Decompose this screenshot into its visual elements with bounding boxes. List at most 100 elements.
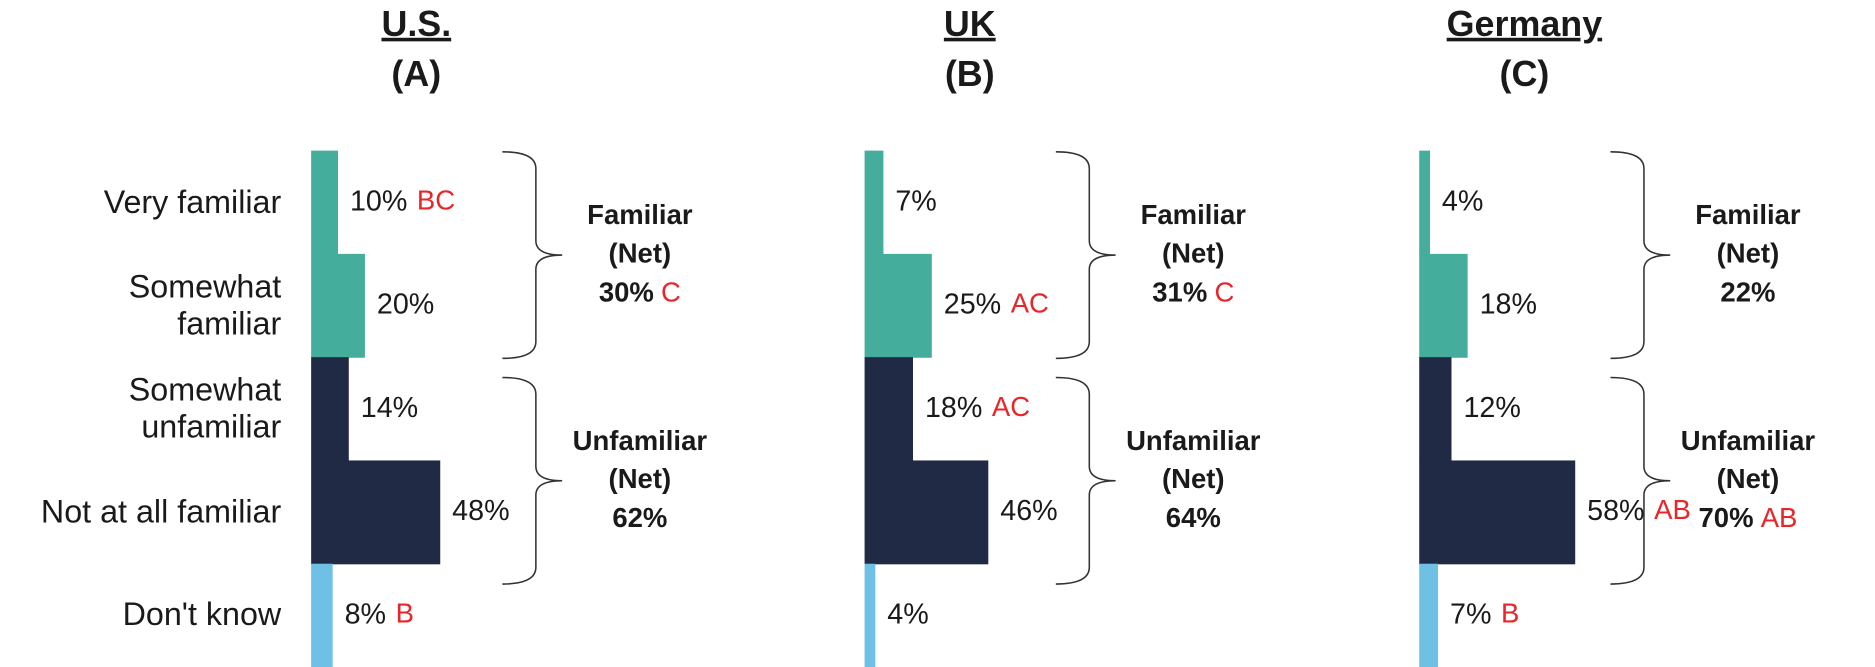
net-label: (Net): [1162, 463, 1225, 494]
panel-subtitle: (C): [1500, 54, 1550, 94]
value-text: 58%: [1587, 495, 1644, 527]
bar: [864, 460, 989, 565]
bar: [311, 253, 365, 358]
bar: [311, 357, 349, 462]
value-label: 14%: [361, 391, 418, 423]
value-label: 4%: [1442, 185, 1483, 217]
net-value: 64%: [1166, 502, 1221, 533]
category-label: Somewhat unfamiliar: [128, 371, 282, 445]
value-text: 25%: [944, 288, 1001, 320]
value-label: 25% AC: [944, 288, 1049, 320]
net-value-text: 64%: [1166, 502, 1221, 533]
brace: [1055, 376, 1116, 585]
category-text: Somewhat familiar: [128, 268, 282, 342]
net-value: 30% C: [599, 277, 681, 308]
sig-letter: C: [661, 277, 681, 308]
bar: [311, 150, 339, 255]
value-label: 46%: [1000, 495, 1057, 527]
value-label: 48%: [452, 495, 509, 527]
value-text: 7%: [1450, 598, 1491, 630]
value-text: 12%: [1463, 391, 1520, 423]
value-text: 48%: [452, 495, 509, 527]
sig-letter: AB: [1761, 502, 1798, 533]
net-value: 31% C: [1152, 277, 1234, 308]
value-text: 4%: [887, 598, 928, 630]
value-label: 12%: [1463, 391, 1520, 423]
value-label: 10% BC: [350, 185, 455, 217]
value-label: 58% AB: [1587, 494, 1691, 526]
bar: [864, 253, 932, 358]
panel-subtitle: (A): [391, 54, 441, 94]
net-label: Unfamiliar: [573, 425, 708, 456]
net-label: (Net): [1717, 237, 1780, 268]
value-text: 20%: [377, 288, 434, 320]
sig-letter: C: [1214, 277, 1234, 308]
value-label: 18% AC: [925, 391, 1030, 423]
net-value: 62%: [612, 502, 667, 533]
value-label: 7% B: [1450, 598, 1519, 630]
net-label: Unfamiliar: [1681, 425, 1816, 456]
sig-letter: AC: [1011, 288, 1049, 319]
net-label: (Net): [1162, 237, 1225, 268]
net-value-text: 30%: [599, 277, 654, 308]
category-text: Somewhat unfamiliar: [128, 371, 282, 445]
value-label: 18%: [1480, 288, 1537, 320]
value-text: 8%: [345, 598, 386, 630]
sig-letter: B: [1501, 598, 1519, 629]
panel-subtitle: (B): [945, 54, 995, 94]
net-label: Familiar: [587, 199, 693, 230]
brace: [1610, 151, 1671, 360]
value-label: 7%: [895, 185, 936, 217]
value-text: 10%: [350, 185, 407, 217]
bar: [864, 357, 913, 462]
sig-letter: AC: [992, 391, 1030, 422]
bar: [1419, 253, 1468, 358]
bar: [1419, 460, 1576, 565]
net-value: 22%: [1720, 277, 1775, 308]
bar: [1419, 150, 1430, 255]
bar: [311, 563, 333, 667]
net-value: 70% AB: [1699, 502, 1798, 533]
category-label: Somewhat familiar: [128, 268, 282, 342]
category-text: Very familiar: [103, 183, 282, 220]
net-value-text: 70%: [1699, 502, 1754, 533]
net-label: Familiar: [1695, 199, 1801, 230]
net-label: (Net): [609, 463, 672, 494]
value-label: 20%: [377, 288, 434, 320]
net-label: (Net): [1717, 463, 1780, 494]
value-text: 46%: [1000, 495, 1057, 527]
panel-title: U.S.: [381, 4, 451, 44]
net-label: Unfamiliar: [1126, 425, 1261, 456]
brace: [1055, 151, 1116, 360]
value-text: 18%: [925, 391, 982, 423]
value-text: 18%: [1480, 288, 1537, 320]
panel-title: UK: [944, 4, 996, 44]
sig-letter: B: [396, 598, 414, 629]
brace: [1610, 376, 1671, 585]
net-label: Familiar: [1141, 199, 1247, 230]
net-value-text: 22%: [1720, 277, 1775, 308]
net-value-text: 31%: [1152, 277, 1207, 308]
bar: [1419, 357, 1452, 462]
net-label: (Net): [609, 237, 672, 268]
value-text: 14%: [361, 391, 418, 423]
value-label: 8% B: [345, 598, 414, 630]
value-text: 7%: [895, 185, 936, 217]
value-label: 4%: [887, 598, 928, 630]
sig-letter: BC: [417, 185, 455, 216]
category-text: Don't know: [122, 596, 282, 633]
panel-title: Germany: [1447, 4, 1603, 44]
net-value-text: 62%: [612, 502, 667, 533]
category-label: Don't know: [122, 596, 282, 633]
bar: [864, 563, 876, 667]
category-label: Very familiar: [103, 183, 282, 220]
bar: [1419, 563, 1439, 667]
bar: [311, 460, 441, 565]
category-label: Not at all familiar: [40, 493, 282, 530]
category-text: Not at all familiar: [40, 493, 282, 530]
sig-letter: AB: [1654, 494, 1691, 525]
bar: [864, 150, 884, 255]
brace: [502, 376, 563, 585]
value-text: 4%: [1442, 185, 1483, 217]
